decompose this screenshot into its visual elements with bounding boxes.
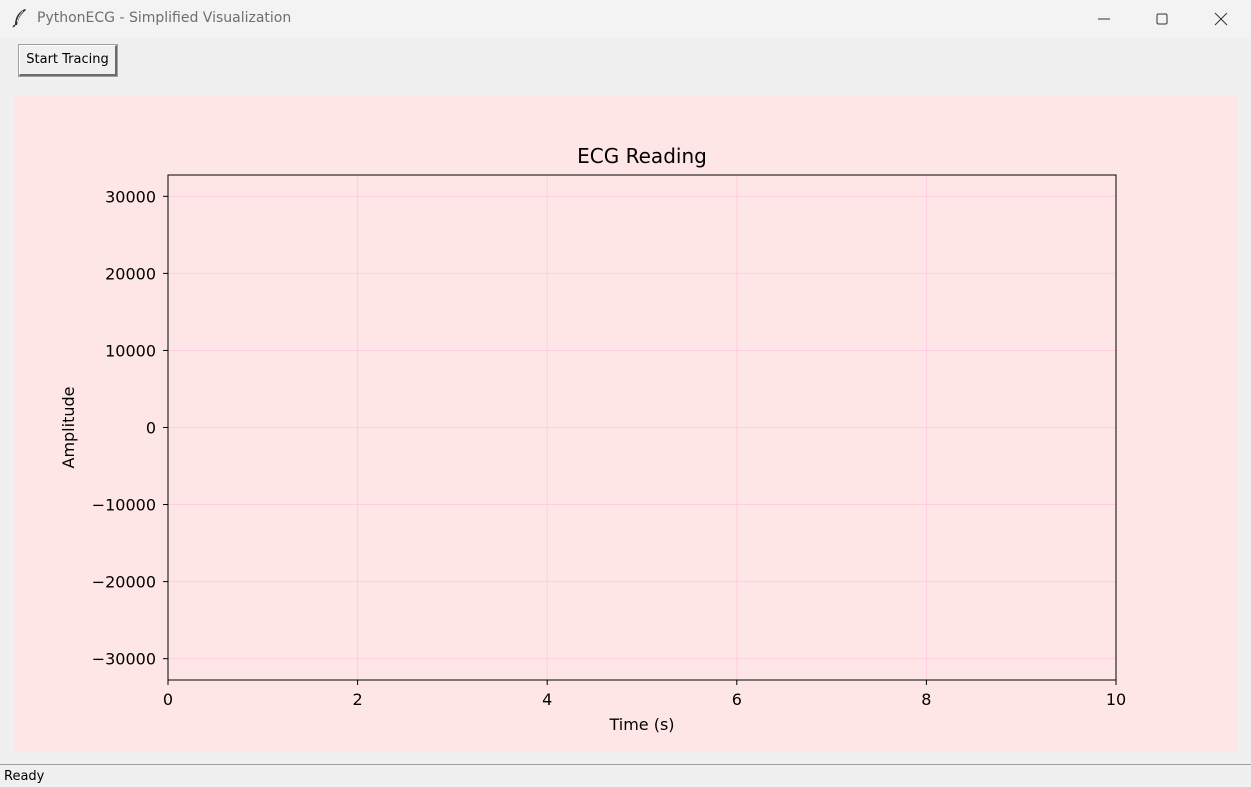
x-axis-label: Time (s) bbox=[608, 715, 674, 734]
status-text: Ready bbox=[4, 769, 45, 784]
x-tick-label: 8 bbox=[921, 690, 931, 709]
close-icon bbox=[1214, 12, 1228, 26]
start-tracing-button[interactable]: Start Tracing bbox=[18, 44, 118, 77]
y-axis-label: Amplitude bbox=[59, 387, 78, 469]
title-bar[interactable]: PythonECG - Simplified Visualization bbox=[0, 0, 1251, 38]
x-tick-label: 2 bbox=[353, 690, 363, 709]
x-tick-label: 4 bbox=[542, 690, 552, 709]
y-tick-label: 20000 bbox=[105, 264, 156, 283]
maximize-icon bbox=[1156, 13, 1168, 25]
x-tick-label: 0 bbox=[163, 690, 173, 709]
minimize-button[interactable] bbox=[1075, 0, 1133, 38]
y-tick-label: 30000 bbox=[105, 187, 156, 206]
x-tick-label: 10 bbox=[1106, 690, 1126, 709]
maximize-button[interactable] bbox=[1133, 0, 1191, 38]
x-tick-label: 6 bbox=[732, 690, 742, 709]
y-tick-label: 10000 bbox=[105, 341, 156, 360]
axis-ticks: 0 2 4 6 8 10 30000 20000 10000 0 −10000 −20000 −3000… bbox=[92, 187, 1126, 709]
ecg-figure: 0 2 4 6 8 10 30000 20000 10000 0 −10000 −20000 −3000… bbox=[14, 96, 1237, 752]
close-button[interactable] bbox=[1192, 0, 1250, 38]
status-bar: Ready bbox=[0, 764, 1251, 787]
y-tick-label: −30000 bbox=[92, 650, 156, 669]
chart-title: ECG Reading bbox=[577, 144, 707, 168]
minimize-icon bbox=[1098, 18, 1110, 20]
feather-icon bbox=[12, 8, 28, 28]
y-tick-label: −20000 bbox=[92, 573, 156, 592]
y-tick-label: −10000 bbox=[92, 496, 156, 515]
ecg-chart: 0 2 4 6 8 10 30000 20000 10000 0 −10000 −20000 −3000… bbox=[59, 144, 1126, 734]
grid-lines bbox=[167, 175, 1117, 680]
y-tick-label: 0 bbox=[146, 418, 156, 437]
window-title: PythonECG - Simplified Visualization bbox=[37, 10, 292, 26]
